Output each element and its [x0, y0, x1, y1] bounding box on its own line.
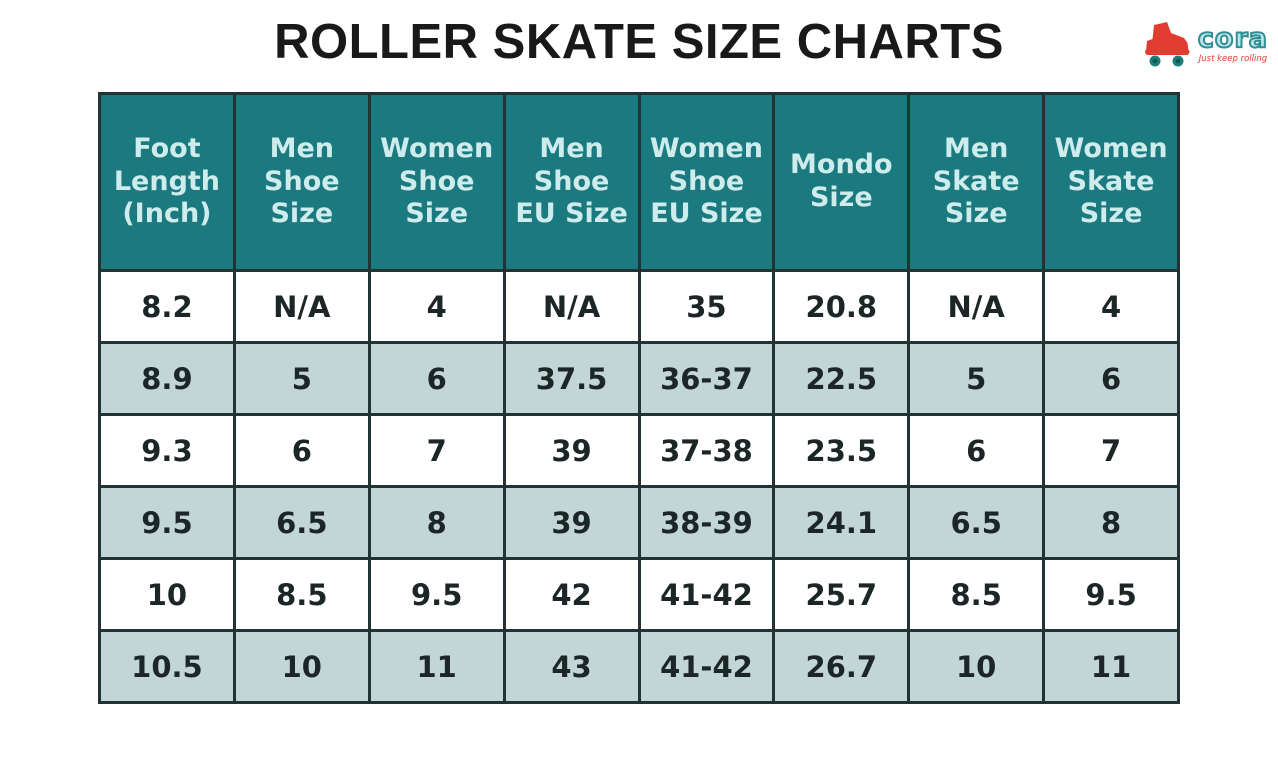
- size-cell: 9.5: [98, 485, 236, 560]
- table-row: 8.2 N/A 4 N/A 35 20.8 N/A 4: [98, 269, 1180, 344]
- size-chart-table: Foot Length (Inch) Men Shoe Size Women S…: [98, 92, 1180, 704]
- header-women-skate-size: Women Skate Size: [1042, 92, 1180, 272]
- size-cell: 8: [367, 485, 506, 560]
- size-cell: 9.5: [1042, 557, 1180, 632]
- size-cell: 8.5: [907, 557, 1046, 632]
- size-cell: 6: [907, 413, 1046, 488]
- header-women-shoe-size: Women Shoe Size: [367, 92, 506, 272]
- header-mondo-size: Mondo Size: [772, 92, 911, 272]
- table-row: 9.3 6 7 39 37-38 23.5 6 7: [98, 413, 1180, 488]
- header-men-shoe-eu-size: Men Shoe EU Size: [502, 92, 641, 272]
- size-cell: 5: [232, 341, 371, 416]
- header-women-shoe-eu-size: Women Shoe EU Size: [637, 92, 776, 272]
- size-cell: 8.9: [98, 341, 236, 416]
- size-cell: 7: [367, 413, 506, 488]
- size-cell: 20.8: [772, 269, 911, 344]
- size-cell: 6.5: [232, 485, 371, 560]
- logo-text: cora Just keep rolling: [1197, 22, 1268, 64]
- size-cell: 25.7: [772, 557, 911, 632]
- table-row: 8.9 5 6 37.5 36-37 22.5 5 6: [98, 341, 1180, 416]
- table-header-row: Foot Length (Inch) Men Shoe Size Women S…: [98, 92, 1180, 272]
- roller-skate-icon: [1144, 22, 1190, 67]
- size-cell: 4: [367, 269, 506, 344]
- size-table-body: 8.2 N/A 4 N/A 35 20.8 N/A 4 8.9 5 6 37.5 36-37 22.5 5 6…: [98, 269, 1180, 704]
- table-row: 10.5 10 11 43 41-42 26.7 10 11: [98, 629, 1180, 704]
- size-cell: 7: [1042, 413, 1180, 488]
- brand-name: cora: [1197, 22, 1268, 54]
- size-cell: 24.1: [772, 485, 911, 560]
- size-cell: 5: [907, 341, 1046, 416]
- header-foot-length: Foot Length (Inch): [98, 92, 236, 272]
- brand-tagline: Just keep rolling: [1198, 53, 1268, 64]
- size-cell: 9.5: [367, 557, 506, 632]
- size-cell: 23.5: [772, 413, 911, 488]
- size-cell: 6: [367, 341, 506, 416]
- size-cell: 37-38: [637, 413, 776, 488]
- size-cell: 10: [232, 629, 371, 704]
- table-row: 10 8.5 9.5 42 41-42 25.7 8.5 9.5: [98, 557, 1180, 632]
- size-cell: 38-39: [637, 485, 776, 560]
- size-cell: 35: [637, 269, 776, 344]
- size-cell: 6.5: [907, 485, 1046, 560]
- size-cell: 43: [502, 629, 641, 704]
- header-men-shoe-size: Men Shoe Size: [232, 92, 371, 272]
- size-cell: 22.5: [772, 341, 911, 416]
- size-cell: 8: [1042, 485, 1180, 560]
- size-cell: 42: [502, 557, 641, 632]
- size-cell: 41-42: [637, 629, 776, 704]
- size-cell: 37.5: [502, 341, 641, 416]
- brand-logo: cora Just keep rolling: [1140, 20, 1268, 68]
- size-cell: 10.5: [98, 629, 236, 704]
- size-cell: 8.2: [98, 269, 236, 344]
- size-cell: 10: [98, 557, 236, 632]
- size-cell: 41-42: [637, 557, 776, 632]
- size-cell: N/A: [502, 269, 641, 344]
- size-cell: 11: [1042, 629, 1180, 704]
- size-cell: 39: [502, 485, 641, 560]
- size-cell: 8.5: [232, 557, 371, 632]
- size-cell: 6: [1042, 341, 1180, 416]
- table-row: 9.5 6.5 8 39 38-39 24.1 6.5 8: [98, 485, 1180, 560]
- size-cell: 4: [1042, 269, 1180, 344]
- size-cell: 6: [232, 413, 371, 488]
- header-men-skate-size: Men Skate Size: [907, 92, 1046, 272]
- size-cell: N/A: [232, 269, 371, 344]
- size-cell: 26.7: [772, 629, 911, 704]
- size-cell: N/A: [907, 269, 1046, 344]
- size-cell: 9.3: [98, 413, 236, 488]
- size-cell: 36-37: [637, 341, 776, 416]
- size-cell: 10: [907, 629, 1046, 704]
- size-cell: 11: [367, 629, 506, 704]
- size-cell: 39: [502, 413, 641, 488]
- page-title: ROLLER SKATE SIZE CHARTS: [274, 15, 1004, 69]
